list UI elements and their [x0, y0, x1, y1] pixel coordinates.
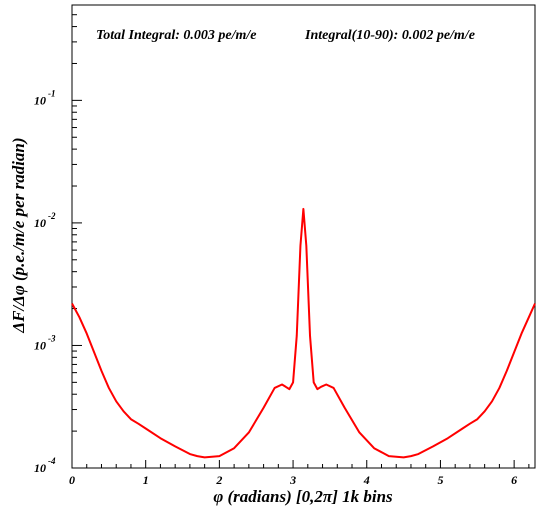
- y-tick-exponent: -2: [48, 211, 56, 221]
- x-tick-label: 2: [215, 473, 222, 487]
- y-tick-exponent: -1: [48, 88, 56, 98]
- y-axis-label: ΔF/Δφ (p.e./m/e per radian): [9, 137, 28, 333]
- x-tick-label: 0: [69, 473, 75, 487]
- y-tick-label: 10: [34, 216, 46, 230]
- integral-10-90-annotation: Integral(10-90): 0.002 pe/m/e: [304, 28, 475, 43]
- x-axis-label: φ (radians) [0,2π] 1k bins: [213, 487, 393, 506]
- series-group: [71, 207, 536, 459]
- y-tick-label: 10: [34, 338, 46, 352]
- x-axis-ticks: 0 1 2 3 4 5 6: [69, 460, 530, 487]
- y-tick-exponent: -3: [48, 333, 56, 343]
- total-integral-annotation: Total Integral: 0.003 pe/m/e: [96, 28, 256, 43]
- plot-frame: [71, 4, 536, 469]
- y-axis-ticks: 10-410-310-210-1: [34, 4, 82, 475]
- y-tick-exponent: -4: [48, 456, 56, 466]
- x-tick-label: 3: [289, 473, 296, 487]
- y-tick-label: 10: [34, 461, 46, 475]
- x-tick-label: 6: [511, 473, 517, 487]
- x-tick-label: 1: [143, 473, 149, 487]
- series-line: [71, 207, 536, 459]
- y-tick-label: 10: [34, 93, 46, 107]
- x-tick-label: 5: [437, 473, 443, 487]
- x-tick-label: 4: [363, 473, 370, 487]
